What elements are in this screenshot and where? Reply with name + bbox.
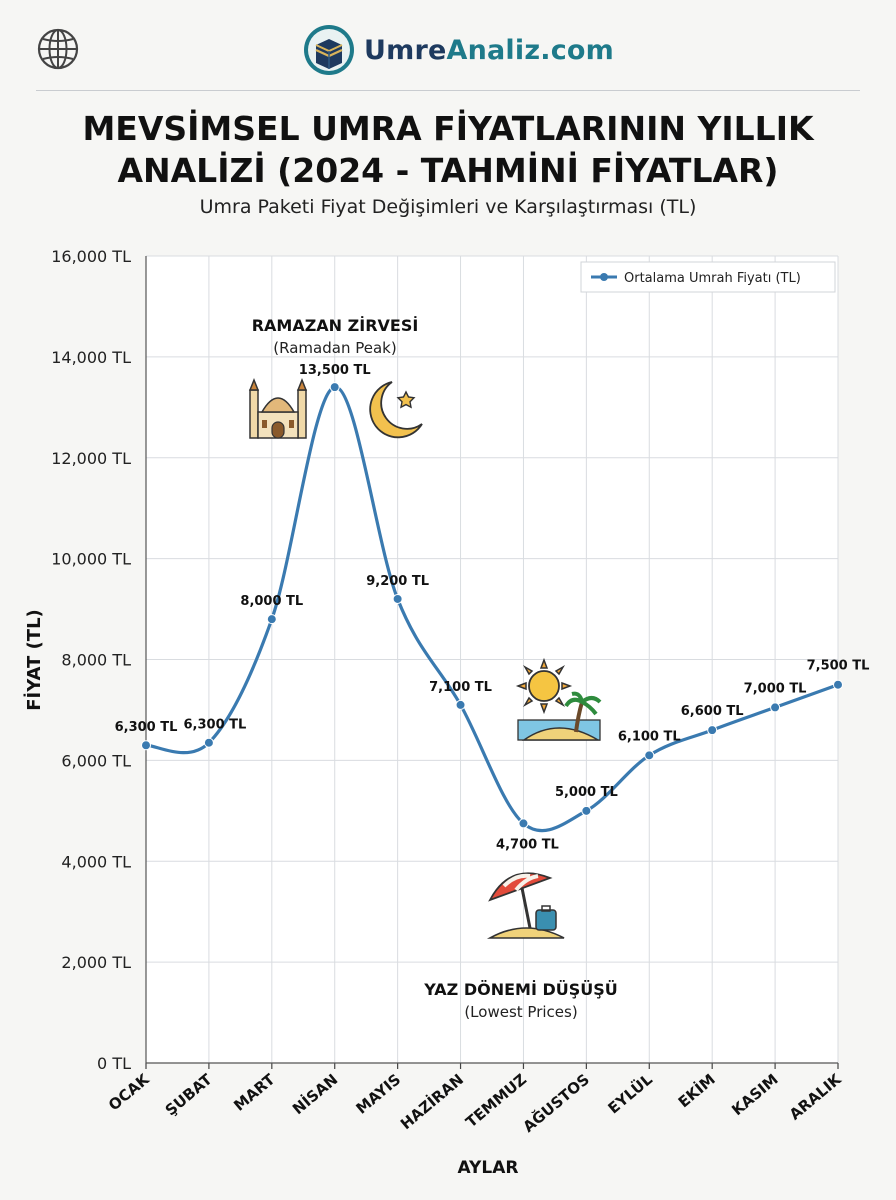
data-label: 13,500 TL	[299, 363, 371, 378]
y-tick-label: 12,000 TL	[51, 449, 131, 468]
data-label: 5,000 TL	[555, 785, 618, 800]
crescent-moon-icon	[369, 381, 423, 439]
brand-name: UmreAnaliz.com	[364, 35, 614, 66]
y-tick-label: 16,000 TL	[51, 247, 131, 266]
mosque-icon	[248, 377, 308, 439]
data-point	[770, 702, 781, 713]
data-label: 4,700 TL	[496, 837, 559, 852]
x-tick-label: EKİM	[674, 1070, 719, 1112]
data-label: 7,100 TL	[429, 680, 492, 695]
data-label: 8,000 TL	[240, 594, 303, 609]
brand-name-part1: Umre	[364, 34, 447, 66]
data-point	[581, 805, 592, 816]
chart-axes	[145, 256, 839, 1069]
x-tick-label: ARALIK	[786, 1069, 846, 1123]
sun-island-icon	[515, 657, 602, 741]
x-tick-label: HAZİRAN	[396, 1070, 467, 1134]
beach-umbrella-icon	[486, 872, 565, 939]
data-point	[518, 818, 529, 829]
chart-title-line1: MEVSİMSEL UMRA FİYATLARININ YILLIK	[82, 109, 814, 148]
y-tick-label: 4,000 TL	[61, 852, 131, 871]
legend[interactable]: Ortalama Umrah Fiyatı (TL)	[580, 261, 836, 293]
x-tick-label: OCAK	[105, 1069, 154, 1114]
chart-grid	[145, 255, 839, 1064]
data-point	[266, 614, 277, 625]
chart-title: MEVSİMSEL UMRA FİYATLARININ YILLIK ANALİ…	[40, 108, 856, 192]
data-point	[455, 699, 466, 710]
data-point	[329, 382, 340, 393]
kaaba-logo-icon	[304, 25, 354, 75]
annotation-summer-title: YAZ DÖNEMİ DÜŞÜŞÜ	[423, 980, 618, 999]
data-point	[141, 740, 151, 751]
x-tick-label: NİSAN	[288, 1070, 341, 1119]
annotation-ramadan-subtitle: (Ramadan Peak)	[273, 339, 396, 357]
x-tick-label: MART	[230, 1070, 279, 1115]
x-axis-title: AYLAR	[458, 1158, 519, 1178]
legend-box	[580, 261, 836, 293]
y-tick-label: 14,000 TL	[51, 348, 131, 367]
data-point	[833, 679, 843, 690]
data-point	[707, 725, 718, 736]
annotation-summer-subtitle: (Lowest Prices)	[464, 1003, 577, 1021]
brand[interactable]: UmreAnaliz.com	[302, 22, 614, 78]
y-tick-label: 0 TL	[97, 1054, 131, 1073]
y-tick-label: 8,000 TL	[61, 651, 131, 670]
x-tick-label: ŞUBAT	[162, 1070, 216, 1120]
data-point	[644, 750, 655, 761]
legend-marker	[600, 273, 608, 281]
data-labels: 6,300 TL 6,300 TL 8,000 TL 13,500 TL 9,200 T…	[115, 363, 870, 852]
x-tick-label: EYLÜL	[604, 1069, 656, 1117]
data-point	[203, 737, 214, 748]
data-label: 7,000 TL	[744, 681, 807, 696]
x-tick-label: KASIM	[728, 1070, 781, 1119]
chart-subtitle: Umra Paketi Fiyat Değişimleri ve Karşıla…	[199, 196, 697, 218]
data-label: 6,600 TL	[681, 704, 744, 719]
brand-name-part2: Analiz.com	[446, 34, 615, 66]
y-tick-labels: 0 TL 2,000 TL 4,000 TL 6,000 TL 8,000 TL 10,0…	[51, 247, 131, 1073]
y-tick-label: 6,000 TL	[61, 751, 131, 770]
data-label: 6,300 TL	[115, 720, 178, 735]
y-tick-label: 10,000 TL	[51, 550, 131, 569]
data-label: 7,500 TL	[807, 659, 870, 674]
x-tick-labels: OCAK ŞUBAT MART NİSAN MAYISHAZİRANTEMMUZAĞUS…	[105, 1069, 846, 1136]
y-axis-title: FİYAT (TL)	[23, 609, 45, 711]
x-tick-label: AĞUSTOS	[519, 1070, 593, 1136]
data-points	[141, 382, 843, 829]
y-tick-label: 2,000 TL	[61, 953, 131, 972]
annotation-ramadan-title: RAMAZAN ZİRVESİ	[252, 316, 419, 335]
data-label: 6,300 TL	[184, 718, 247, 733]
legend-label: Ortalama Umrah Fiyatı (TL)	[624, 271, 801, 286]
data-label: 9,200 TL	[366, 574, 429, 589]
x-tick-label: MAYIS	[353, 1070, 405, 1117]
data-point	[392, 593, 403, 604]
header-divider	[36, 90, 860, 91]
globe-icon[interactable]	[36, 27, 80, 71]
data-label: 6,100 TL	[618, 729, 681, 744]
chart-title-line2: ANALİZİ (2024 - TAHMİNİ FİYATLAR)	[117, 151, 779, 190]
